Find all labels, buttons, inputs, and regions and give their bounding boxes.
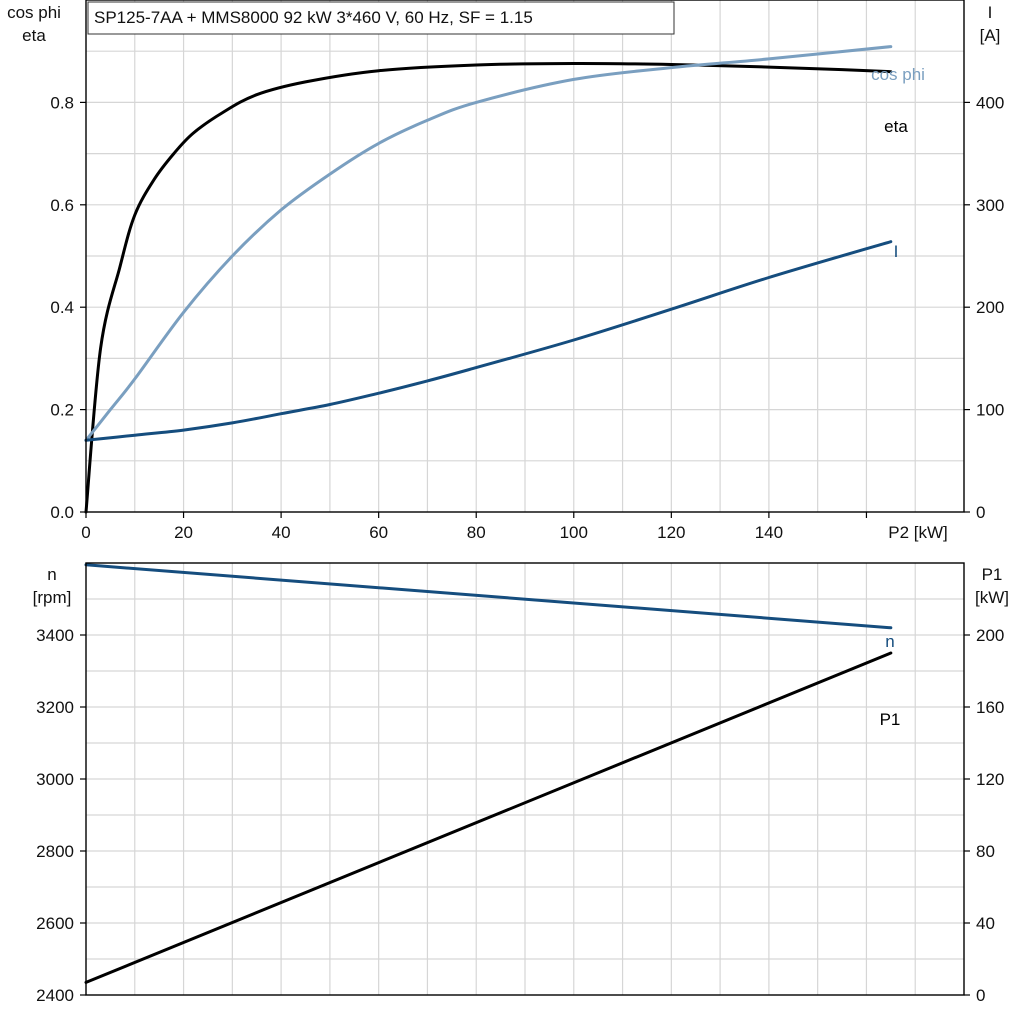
x-tick-label: 20 — [174, 523, 193, 542]
bottom-right-tick-label: 0 — [976, 986, 985, 1005]
top-left-tick-label: 0.2 — [50, 401, 74, 420]
x-tick-label: 140 — [755, 523, 783, 542]
top-right-axis-label-line1: I — [988, 3, 993, 22]
top-left-tick-label: 0.0 — [50, 503, 74, 522]
bottom-left-tick-label: 3400 — [36, 626, 74, 645]
series-label-eta: eta — [884, 117, 908, 136]
bottom-left-axis-label-line2: [rpm] — [33, 588, 72, 607]
top-left-tick-label: 0.8 — [50, 93, 74, 112]
series-label-current: I — [894, 242, 899, 261]
title-box — [87, 1, 675, 35]
top-left-axis-label-line2: eta — [22, 26, 46, 45]
x-tick-label: 0 — [81, 523, 90, 542]
series-label-cos-phi: cos phi — [871, 65, 925, 84]
bottom-chart-grid — [86, 563, 964, 995]
series-line-p1 — [84, 651, 893, 984]
bottom-right-axis-label-line2: [kW] — [975, 588, 1009, 607]
top-right-tick-label: 400 — [976, 93, 1004, 112]
bottom-left-tick-label: 2600 — [36, 914, 74, 933]
x-axis-label: P2 [kW] — [888, 523, 948, 542]
series-line-cos-phi — [84, 45, 893, 442]
top-right-tick-label: 200 — [976, 298, 1004, 317]
series-label-speed: n — [885, 632, 894, 651]
bottom-right-tick-label: 160 — [976, 698, 1004, 717]
bottom-left-axis-label-line1: n — [47, 565, 56, 584]
bottom-right-tick-label: 120 — [976, 770, 1004, 789]
bottom-left-tick-label: 3000 — [36, 770, 74, 789]
top-left-tick-label: 0.4 — [50, 298, 74, 317]
top-right-axis-label-line2: [A] — [980, 26, 1001, 45]
bottom-left-tick-label: 2800 — [36, 842, 74, 861]
bottom-right-axis-label-line1: P1 — [982, 565, 1003, 584]
top-chart-grid — [86, 0, 964, 512]
bottom-right-tick-label: 80 — [976, 842, 995, 861]
top-chart-series — [84, 45, 893, 514]
series-label-p1: P1 — [880, 710, 901, 729]
x-tick-label: 120 — [657, 523, 685, 542]
top-left-tick-label: 0.6 — [50, 196, 74, 215]
bottom-chart-ticks: 2400 2600 2800 3000 3200 3400 0 40 80 120 160 200 — [36, 626, 1004, 1005]
bottom-right-tick-label: 40 — [976, 914, 995, 933]
bottom-left-tick-label: 3200 — [36, 698, 74, 717]
series-line-n — [84, 563, 893, 630]
bottom-right-tick-label: 200 — [976, 626, 1004, 645]
series-line-i — [84, 240, 893, 442]
chart-title: SP125-7AA + MMS8000 92 kW 3*460 V, 60 Hz… — [94, 8, 533, 27]
x-tick-label: 100 — [560, 523, 588, 542]
top-right-tick-label: 0 — [976, 503, 985, 522]
top-chart-ticks: 0.0 0.2 0.4 0.6 0.8 0 100 200 300 400 0 20 40 60 80 100… — [50, 93, 1004, 542]
top-right-tick-label: 100 — [976, 401, 1004, 420]
bottom-chart-series — [84, 563, 893, 984]
series-line-eta — [84, 61, 893, 514]
bottom-left-tick-label: 2400 — [36, 986, 74, 1005]
top-left-axis-label-line1: cos phi — [7, 3, 61, 22]
x-tick-label: 40 — [272, 523, 291, 542]
x-tick-label: 60 — [369, 523, 388, 542]
x-tick-label: 80 — [467, 523, 486, 542]
top-chart-frame — [85, 0, 965, 513]
top-right-tick-label: 300 — [976, 196, 1004, 215]
